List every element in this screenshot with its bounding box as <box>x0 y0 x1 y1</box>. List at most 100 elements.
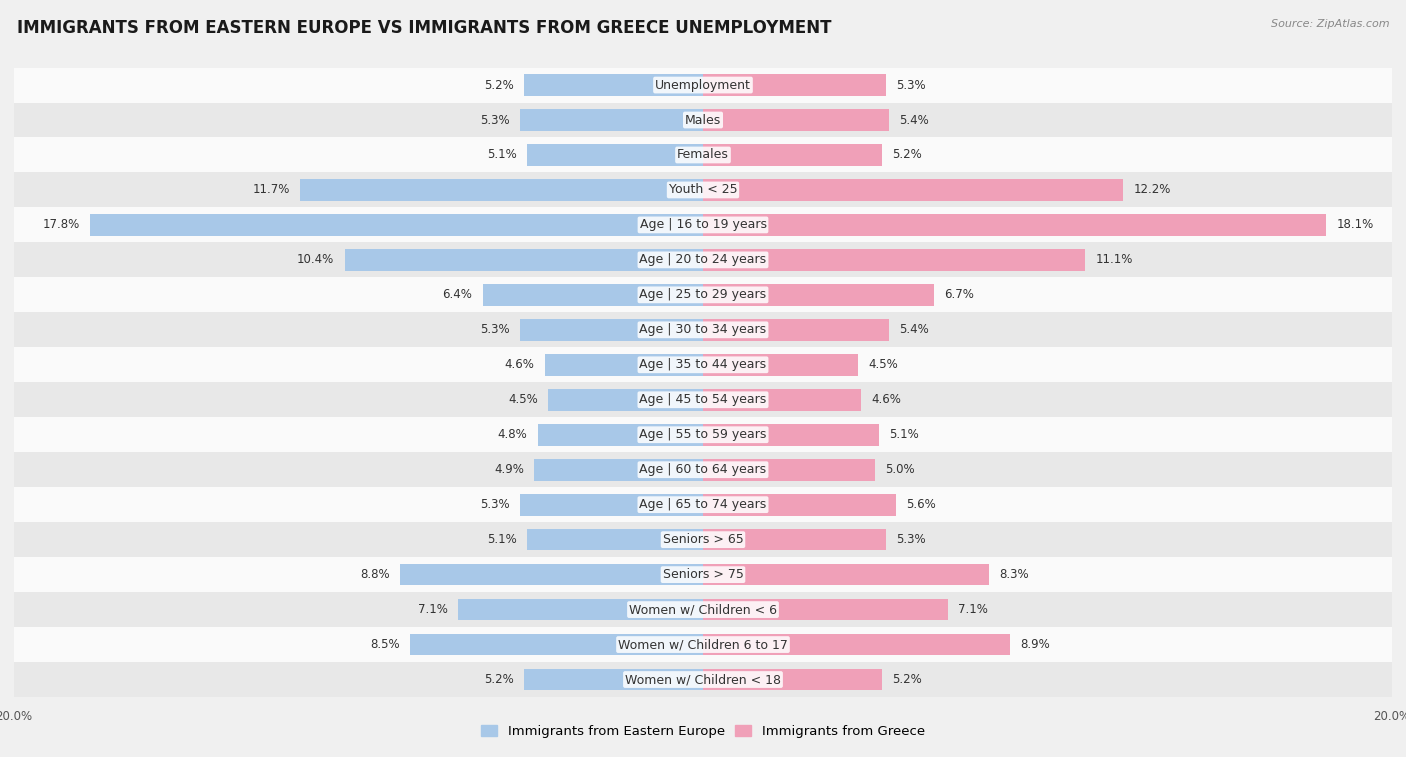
Bar <box>703 634 1010 656</box>
Text: Age | 25 to 29 years: Age | 25 to 29 years <box>640 288 766 301</box>
Text: 8.9%: 8.9% <box>1019 638 1050 651</box>
Text: 4.8%: 4.8% <box>498 428 527 441</box>
Bar <box>482 284 703 306</box>
Text: Age | 65 to 74 years: Age | 65 to 74 years <box>640 498 766 511</box>
Text: 5.3%: 5.3% <box>481 323 510 336</box>
Bar <box>520 109 703 131</box>
Text: 5.2%: 5.2% <box>484 79 513 92</box>
Text: 18.1%: 18.1% <box>1337 219 1374 232</box>
Text: 5.3%: 5.3% <box>896 79 925 92</box>
Text: 5.4%: 5.4% <box>900 323 929 336</box>
Bar <box>14 557 1392 592</box>
Text: 5.6%: 5.6% <box>907 498 936 511</box>
Bar <box>527 529 703 550</box>
Text: 5.3%: 5.3% <box>896 533 925 546</box>
Text: 5.3%: 5.3% <box>481 498 510 511</box>
Text: 4.5%: 4.5% <box>508 394 537 407</box>
Bar <box>14 627 1392 662</box>
Text: 5.4%: 5.4% <box>900 114 929 126</box>
Text: 5.2%: 5.2% <box>893 148 922 161</box>
Bar <box>703 214 1326 235</box>
Text: Age | 60 to 64 years: Age | 60 to 64 years <box>640 463 766 476</box>
Bar <box>527 144 703 166</box>
Text: 7.1%: 7.1% <box>957 603 988 616</box>
Text: IMMIGRANTS FROM EASTERN EUROPE VS IMMIGRANTS FROM GREECE UNEMPLOYMENT: IMMIGRANTS FROM EASTERN EUROPE VS IMMIGR… <box>17 19 831 37</box>
Bar <box>703 459 875 481</box>
Bar <box>548 389 703 410</box>
Text: Unemployment: Unemployment <box>655 79 751 92</box>
Bar <box>703 354 858 375</box>
Bar <box>14 102 1392 138</box>
Bar <box>703 389 862 410</box>
Text: Seniors > 65: Seniors > 65 <box>662 533 744 546</box>
Text: 4.5%: 4.5% <box>869 358 898 371</box>
Bar <box>14 173 1392 207</box>
Text: Age | 30 to 34 years: Age | 30 to 34 years <box>640 323 766 336</box>
Legend: Immigrants from Eastern Europe, Immigrants from Greece: Immigrants from Eastern Europe, Immigran… <box>475 720 931 743</box>
Text: 5.1%: 5.1% <box>889 428 918 441</box>
Text: Age | 45 to 54 years: Age | 45 to 54 years <box>640 394 766 407</box>
Bar <box>703 284 934 306</box>
Bar <box>537 424 703 446</box>
Text: 11.7%: 11.7% <box>252 183 290 197</box>
Bar <box>524 74 703 96</box>
Bar <box>520 319 703 341</box>
Text: 4.6%: 4.6% <box>872 394 901 407</box>
Text: 5.1%: 5.1% <box>488 533 517 546</box>
Bar <box>14 207 1392 242</box>
Bar <box>703 249 1085 271</box>
Text: 4.6%: 4.6% <box>505 358 534 371</box>
Bar <box>90 214 703 235</box>
Bar <box>299 179 703 201</box>
Bar <box>14 313 1392 347</box>
Text: 6.4%: 6.4% <box>443 288 472 301</box>
Bar <box>399 564 703 585</box>
Bar <box>703 424 879 446</box>
Bar <box>544 354 703 375</box>
Text: Age | 55 to 59 years: Age | 55 to 59 years <box>640 428 766 441</box>
Bar <box>14 382 1392 417</box>
Text: 12.2%: 12.2% <box>1133 183 1171 197</box>
Text: 8.5%: 8.5% <box>370 638 399 651</box>
Text: 10.4%: 10.4% <box>297 254 335 266</box>
Bar <box>520 494 703 516</box>
Text: 11.1%: 11.1% <box>1095 254 1133 266</box>
Text: Source: ZipAtlas.com: Source: ZipAtlas.com <box>1271 19 1389 29</box>
Text: 8.8%: 8.8% <box>360 568 389 581</box>
Text: 5.1%: 5.1% <box>488 148 517 161</box>
Bar <box>703 179 1123 201</box>
Bar <box>14 277 1392 313</box>
Bar <box>703 599 948 621</box>
Text: 5.0%: 5.0% <box>886 463 915 476</box>
Text: Males: Males <box>685 114 721 126</box>
Text: Age | 35 to 44 years: Age | 35 to 44 years <box>640 358 766 371</box>
Bar <box>344 249 703 271</box>
Text: Women w/ Children 6 to 17: Women w/ Children 6 to 17 <box>619 638 787 651</box>
Text: Females: Females <box>678 148 728 161</box>
Bar <box>14 488 1392 522</box>
Bar <box>534 459 703 481</box>
Text: Women w/ Children < 6: Women w/ Children < 6 <box>628 603 778 616</box>
Bar <box>14 662 1392 697</box>
Text: 5.2%: 5.2% <box>893 673 922 686</box>
Text: 17.8%: 17.8% <box>42 219 80 232</box>
Text: Youth < 25: Youth < 25 <box>669 183 737 197</box>
Bar <box>14 67 1392 102</box>
Text: 5.2%: 5.2% <box>484 673 513 686</box>
Bar <box>14 347 1392 382</box>
Text: 7.1%: 7.1% <box>418 603 449 616</box>
Bar <box>14 452 1392 488</box>
Text: Seniors > 75: Seniors > 75 <box>662 568 744 581</box>
Bar <box>14 522 1392 557</box>
Bar <box>703 109 889 131</box>
Text: Age | 20 to 24 years: Age | 20 to 24 years <box>640 254 766 266</box>
Text: 4.9%: 4.9% <box>494 463 524 476</box>
Bar <box>703 74 886 96</box>
Text: 8.3%: 8.3% <box>1000 568 1029 581</box>
Bar <box>458 599 703 621</box>
Bar <box>703 144 882 166</box>
Text: 6.7%: 6.7% <box>945 288 974 301</box>
Bar <box>14 417 1392 452</box>
Bar <box>703 494 896 516</box>
Bar <box>703 529 886 550</box>
